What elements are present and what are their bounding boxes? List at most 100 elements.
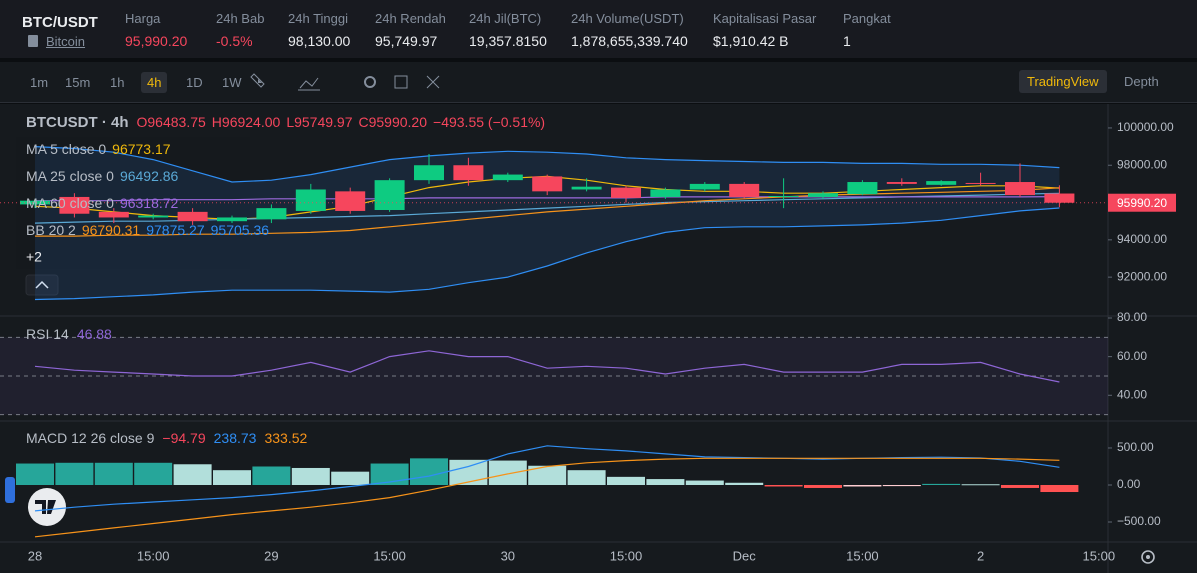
candle-body	[177, 211, 208, 222]
histogram-bar	[764, 484, 803, 487]
interval-button[interactable]: 1h	[110, 75, 125, 90]
candle-body	[98, 211, 129, 218]
indicator-line	[34, 350, 1060, 383]
stat: Harga 95,990.20	[125, 11, 187, 49]
indicator-legend: RSI 14 46.88	[26, 326, 112, 342]
histogram-bar	[1040, 484, 1079, 493]
stat-value: 95,990.20	[125, 33, 188, 49]
stat-value: 19,357.8150	[469, 33, 547, 49]
toolbar-icon	[258, 79, 262, 83]
candle-body	[374, 180, 405, 210]
indicator-legend: MA 5 close 0 96773.17	[26, 141, 171, 157]
band-fill	[35, 146, 1060, 300]
candle-body	[926, 181, 957, 185]
collapse-button[interactable]	[25, 274, 59, 296]
stat-label: Pangkat	[843, 11, 891, 26]
indicator-value: 96318.72	[120, 195, 179, 211]
plot	[16, 445, 1079, 538]
indicator-legend: BB 20 2 96790.31 97875.27 95705.36	[26, 222, 269, 238]
candle-body	[847, 182, 878, 195]
histogram-bar	[725, 482, 764, 485]
candle-body	[886, 182, 917, 184]
y-tick-label: 0.00	[1117, 477, 1141, 491]
stat-label: 24h Volume(USDT)	[571, 11, 684, 26]
y-tick-label: 100000.00	[1117, 120, 1174, 134]
interval-button[interactable]: 1W	[222, 75, 242, 90]
settings-icon-dot	[1146, 555, 1150, 559]
plot	[0, 336, 1108, 416]
indicator-line	[34, 207, 1060, 301]
stat: Pangkat 1	[843, 11, 891, 49]
logo-mark	[35, 500, 56, 514]
interval-button[interactable]: 1D	[186, 75, 203, 90]
candle-body	[59, 196, 90, 214]
x-tick-label: 15:00	[137, 548, 170, 563]
interval-button[interactable]: 1m	[30, 75, 49, 90]
toolbar-icon	[394, 75, 408, 89]
histogram-bar	[685, 480, 724, 485]
y-tick-label: 60.00	[1117, 349, 1147, 363]
candle-body	[295, 189, 326, 211]
indicator-line	[34, 146, 1060, 183]
histogram-bar	[449, 459, 488, 485]
stat: 24h Bab -0.5%	[216, 11, 264, 49]
indicator-legend: MACD 12 26 close 9 −94.79 238.73 333.52	[26, 430, 307, 446]
interval-button[interactable]: 4h	[141, 72, 168, 93]
candle-body	[1005, 182, 1035, 196]
stat: Kapitalisasi Pasar $1,910.42 B	[713, 11, 816, 49]
candle-body	[453, 165, 484, 181]
x-tick-label: 15:00	[610, 548, 643, 563]
side-tab[interactable]	[5, 477, 15, 503]
stat-label: Kapitalisasi Pasar	[713, 11, 817, 26]
stat-label: Harga	[125, 11, 161, 26]
x-tick-label: 29	[264, 548, 278, 563]
view-button[interactable]: Depth	[1124, 74, 1159, 89]
histogram-bar	[922, 483, 961, 485]
stat-value: 95,749.97	[375, 33, 438, 49]
histogram-bar	[370, 463, 409, 485]
y-tick-label: 92000.00	[1117, 269, 1167, 283]
histogram-bar	[252, 466, 291, 485]
indicator-value: 333.52	[264, 430, 307, 446]
indicator-name: MA 25 close 0	[26, 168, 114, 184]
candle-body	[689, 183, 720, 190]
y-tick-label: 500.00	[1117, 440, 1154, 454]
histogram-bar	[331, 471, 370, 485]
histogram-bar	[134, 462, 173, 485]
y-tick-label: 80.00	[1117, 310, 1147, 324]
stat-value: 98,130.00	[288, 33, 351, 49]
logo	[28, 488, 66, 526]
indicator-value: −94.79	[162, 430, 205, 446]
candle-body	[492, 174, 523, 181]
candle-body	[1044, 193, 1075, 203]
histogram-bar	[607, 476, 645, 485]
interval-button[interactable]: 15m	[65, 75, 91, 90]
histogram-bar	[882, 484, 921, 487]
coin-name[interactable]: Bitcoin	[46, 34, 86, 49]
last-price-tag	[1108, 193, 1176, 212]
histogram-bar	[528, 465, 567, 485]
more-indicators: +2	[26, 249, 42, 265]
indicator-legend: MA 60 close 0 96318.72	[26, 195, 179, 211]
histogram-bar	[213, 470, 251, 485]
y-tick-label: 40.00	[1117, 387, 1147, 401]
indicator-name: MACD 12 26 close 9	[26, 430, 155, 446]
stat-value: 1,878,655,339.740	[571, 33, 688, 49]
candle-body	[729, 183, 760, 197]
settings-icon[interactable]	[1141, 550, 1155, 564]
view-button[interactable]: TradingView	[1019, 70, 1107, 93]
coin-icon	[28, 35, 38, 47]
stat-label: 24h Tinggi	[288, 11, 348, 26]
symbol: BTC/USDT	[22, 14, 98, 31]
ohlc-value: C95990.20	[359, 114, 428, 130]
x-tick-label: Dec	[733, 548, 757, 563]
indicator-legend: MA 25 close 0 96492.86	[26, 168, 179, 184]
candle-body	[217, 217, 247, 222]
indicator-value: 95705.36	[211, 222, 270, 238]
stat-value: -0.5%	[216, 33, 253, 49]
candle-body	[768, 196, 799, 198]
x-tick-label: 30	[501, 548, 515, 563]
toolbar-icon	[298, 77, 320, 91]
indicator-name: MA 60 close 0	[26, 195, 114, 211]
